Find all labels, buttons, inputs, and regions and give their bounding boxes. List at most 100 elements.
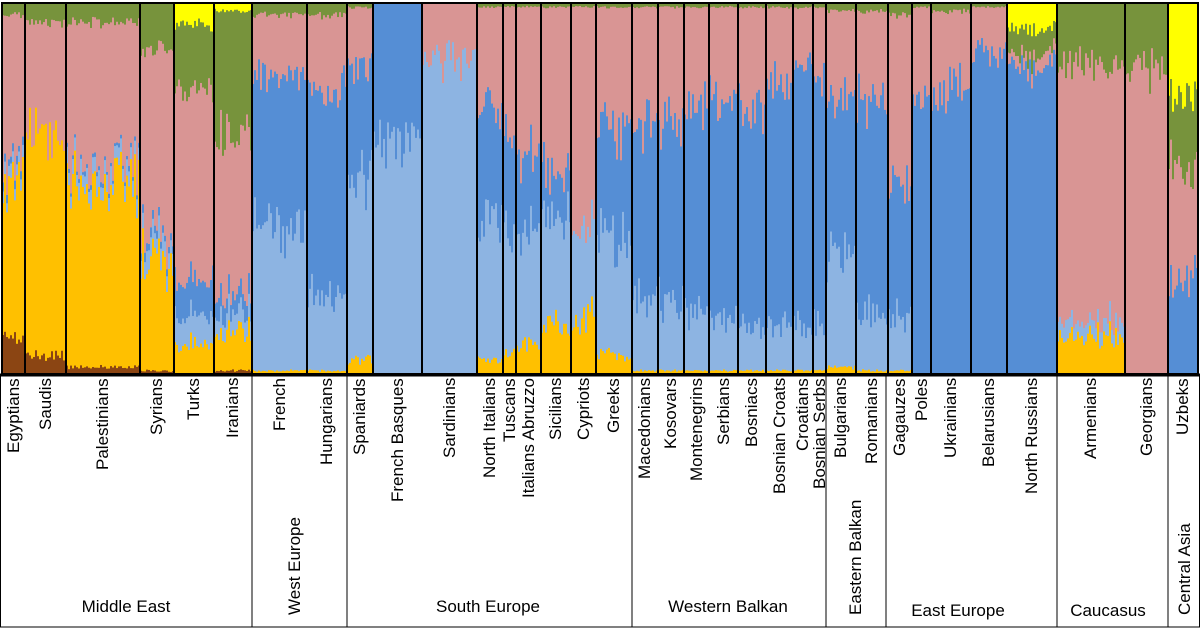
admixture-bar-light-blue	[688, 329, 691, 371]
admixture-bar-olive	[999, 3, 1002, 8]
admixture-bar-olive	[1079, 3, 1082, 47]
admixture-bar-pink	[104, 22, 107, 157]
admixture-bar-blue	[821, 96, 824, 324]
admixture-bar-gold	[638, 370, 641, 375]
admixture-bar-gold	[66, 162, 69, 366]
admixture-bar-olive	[499, 3, 502, 7]
admixture-bar-gold	[721, 370, 724, 375]
admixture-bar-pink	[90, 27, 93, 186]
admixture-bar-olive	[1161, 3, 1164, 57]
admixture-bar-brown	[20, 342, 23, 375]
admixture-bar-pink	[561, 6, 564, 178]
admixture-bar-pink	[1180, 166, 1183, 283]
admixture-bar-pink	[1095, 59, 1098, 329]
admixture-bar-light-blue	[725, 332, 728, 371]
admixture-bar-light-blue	[706, 305, 709, 372]
admixture-bar-pink	[300, 13, 303, 72]
admixture-bar-brown	[10, 334, 13, 375]
admixture-bar-olive	[593, 3, 596, 7]
admixture-bar-gold	[766, 370, 769, 375]
admixture-bar-blue	[76, 171, 79, 175]
admixture-bar-light-blue	[323, 305, 326, 371]
admixture-bar-olive	[551, 3, 554, 8]
admixture-bar-olive	[1137, 3, 1140, 55]
admixture-bar-pink	[248, 126, 251, 274]
admixture-bar-light-blue	[888, 308, 891, 372]
admixture-bar-olive	[104, 3, 107, 23]
admixture-bar-light-blue	[520, 255, 523, 349]
admixture-bar-pink	[880, 8, 883, 96]
admixture-bar-gold	[1073, 340, 1076, 375]
admixture-bar-light-blue	[152, 218, 155, 239]
admixture-bar-gold	[270, 369, 273, 375]
admixture-bar-olive	[479, 3, 482, 8]
admixture-bar-olive	[214, 8, 217, 142]
admixture-bar-yellow	[1174, 3, 1177, 99]
admixture-bar-olive	[518, 3, 521, 7]
admixture-bar-pink	[516, 7, 519, 155]
admixture-bar-pink	[600, 6, 603, 113]
admixture-bar-gold	[581, 318, 584, 375]
admixture-bar-blue	[156, 230, 159, 239]
admixture-bar-gold	[1105, 334, 1108, 375]
admixture-bar-pink	[928, 6, 931, 96]
admixture-bar-light-blue	[474, 48, 477, 375]
admixture-bar-pink	[858, 10, 861, 74]
admixture-bar-blue	[381, 3, 384, 158]
admixture-bar-pink	[727, 6, 730, 103]
admixture-bar-pink	[1143, 50, 1146, 375]
admixture-bar-olive	[878, 3, 881, 13]
admixture-bar-light-blue	[541, 208, 544, 333]
admixture-bar-light-blue	[513, 223, 516, 349]
admixture-bar-olive	[132, 3, 135, 24]
admixture-bar-olive	[1071, 3, 1074, 80]
admixture-bar-yellow	[1194, 3, 1197, 82]
admixture-bar-pink	[702, 6, 705, 131]
admixture-bar-gold	[880, 370, 883, 375]
admixture-bar-blue	[325, 105, 328, 295]
admixture-bar-light-blue	[758, 317, 761, 372]
admixture-bar-blue	[485, 91, 488, 200]
region-label-text: Central Asia	[1175, 523, 1194, 615]
admixture-bar-yellow	[232, 3, 235, 12]
admixture-bar-blue	[495, 122, 498, 204]
admixture-bar-light-blue	[518, 233, 521, 352]
admixture-bar-gold	[242, 328, 245, 371]
admixture-bar-light-blue	[258, 224, 261, 371]
population-bars	[174, 3, 215, 375]
admixture-bar-light-blue	[522, 232, 525, 341]
admixture-bar-brown	[45, 360, 48, 375]
admixture-bar-yellow	[246, 3, 249, 13]
admixture-bar-light-blue	[733, 323, 736, 370]
admixture-bar-blue	[124, 182, 127, 186]
admixture-bar-pink	[916, 6, 919, 95]
admixture-bar-brown	[150, 370, 153, 375]
admixture-bar-pink	[961, 13, 964, 101]
admixture-bar-light-blue	[717, 313, 720, 371]
admixture-bar-olive	[1151, 3, 1154, 49]
admixture-bar-pink	[694, 6, 697, 113]
admixture-bar-light-blue	[876, 304, 879, 370]
admixture-bar-blue	[555, 178, 558, 219]
admixture-bar-brown	[234, 371, 237, 375]
admixture-bar-pink	[565, 7, 568, 168]
admixture-bar-yellow	[1051, 3, 1054, 31]
admixture-bar-blue	[904, 203, 907, 333]
population-bars	[766, 3, 794, 375]
admixture-bar-pink	[182, 100, 185, 288]
admixture-bar-blue	[204, 281, 207, 316]
admixture-bar-pink	[636, 6, 639, 130]
admixture-bar-olive	[758, 3, 761, 8]
admixture-bar-gold	[872, 370, 875, 375]
admixture-bar-light-blue	[422, 64, 425, 375]
admixture-bar-gold	[246, 336, 249, 371]
admixture-bar-light-blue	[801, 335, 804, 370]
admixture-bar-light-blue	[668, 291, 671, 371]
admixture-bar-gold	[507, 356, 510, 375]
admixture-bar-gold	[1079, 337, 1082, 375]
admixture-bar-light-blue	[731, 322, 734, 371]
admixture-bar-pink	[836, 9, 839, 107]
admixture-bar-brown	[94, 367, 97, 375]
admixture-bar-blue	[618, 117, 621, 245]
admixture-bar-light-blue	[1119, 316, 1122, 335]
